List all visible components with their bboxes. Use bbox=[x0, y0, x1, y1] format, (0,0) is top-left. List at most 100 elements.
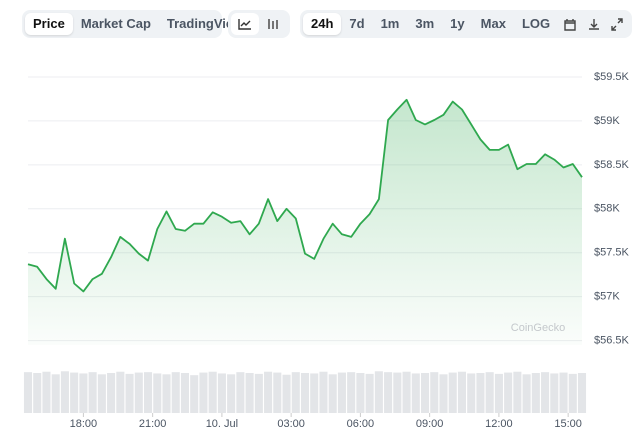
volume-bar bbox=[384, 372, 393, 413]
volume-bar bbox=[319, 371, 328, 413]
volume-bar bbox=[393, 372, 402, 413]
view-tabs: Price Market Cap TradingView bbox=[22, 10, 243, 38]
tab-button[interactable]: 1y bbox=[450, 16, 465, 31]
x-tick-label: 06:00 bbox=[347, 418, 375, 430]
range-tabs: 24h 7d 1m 3m 1y Max LOG bbox=[300, 10, 632, 38]
volume-bar bbox=[217, 373, 226, 413]
volume-bar bbox=[190, 375, 199, 413]
volume-bar bbox=[522, 374, 531, 413]
volume-bar bbox=[208, 371, 217, 413]
volume-bar bbox=[513, 371, 522, 413]
x-tick-label: 21:00 bbox=[139, 418, 167, 430]
volume-bar bbox=[439, 374, 448, 413]
x-tick-label: 03:00 bbox=[277, 418, 305, 430]
calendar-button[interactable] bbox=[558, 13, 582, 35]
x-tick-label: 12:00 bbox=[485, 418, 513, 430]
watermark: CoinGecko bbox=[511, 322, 565, 334]
volume-bar bbox=[134, 372, 143, 413]
volume-bar bbox=[51, 374, 60, 413]
volume-bar bbox=[79, 373, 88, 413]
volume-bar bbox=[430, 372, 439, 413]
tab-button[interactable]: Max bbox=[480, 16, 506, 31]
volume-bar bbox=[568, 373, 577, 413]
volume-bar bbox=[402, 371, 411, 413]
volume-bar bbox=[448, 372, 457, 413]
volume-bar bbox=[291, 372, 300, 413]
volume-bar bbox=[143, 372, 153, 413]
volume-bar bbox=[310, 373, 319, 413]
volume-bar bbox=[236, 372, 245, 413]
volume-bar bbox=[476, 373, 485, 413]
line-icon bbox=[238, 19, 251, 30]
y-tick-label: $57.5K bbox=[594, 247, 630, 259]
volume-bar bbox=[300, 373, 310, 413]
volume-bar bbox=[356, 373, 365, 413]
volume-bar bbox=[504, 372, 513, 413]
volume-bar bbox=[70, 372, 79, 413]
volume-bar bbox=[23, 372, 33, 413]
volume-bar bbox=[153, 373, 162, 413]
x-tick-label: 15:00 bbox=[554, 418, 582, 430]
x-tick-label: 10. Jul bbox=[206, 418, 238, 430]
volume-bar bbox=[180, 373, 190, 413]
volume-bar bbox=[328, 374, 337, 413]
candle-icon bbox=[268, 19, 278, 29]
volume-bar bbox=[559, 372, 568, 413]
volume-bar bbox=[411, 373, 420, 413]
icon bbox=[564, 18, 576, 31]
volume-bar bbox=[264, 371, 273, 413]
price-line bbox=[27, 98, 583, 293]
icon bbox=[611, 17, 623, 31]
y-tick-label: $58K bbox=[594, 203, 620, 215]
volume-bar bbox=[162, 374, 171, 413]
volume-bar bbox=[541, 372, 550, 413]
volume-bar bbox=[494, 373, 503, 413]
chart-type-tabs bbox=[228, 10, 290, 38]
volume-bar bbox=[245, 373, 254, 413]
tab-button[interactable]: TradingView bbox=[166, 16, 244, 31]
y-tick-label: $59.5K bbox=[594, 71, 630, 83]
x-tick-label: 18:00 bbox=[70, 418, 98, 430]
tab-button[interactable]: LOG bbox=[521, 16, 551, 31]
line-chart-button[interactable] bbox=[231, 13, 259, 35]
volume-bar bbox=[550, 373, 559, 413]
y-tick-label: $56.5K bbox=[594, 335, 630, 347]
volume-bar bbox=[42, 371, 51, 413]
tab-button[interactable]: Price bbox=[25, 13, 73, 35]
candle-chart-button[interactable] bbox=[259, 13, 287, 35]
volume-bar bbox=[337, 372, 346, 413]
volume-bar bbox=[171, 372, 180, 413]
tab-button[interactable]: Market Cap bbox=[80, 16, 151, 31]
fullscreen-button[interactable] bbox=[605, 13, 629, 35]
volume-bar bbox=[365, 373, 374, 413]
download-button[interactable] bbox=[582, 13, 606, 35]
volume-bar bbox=[125, 373, 134, 413]
volume-bar bbox=[199, 372, 208, 413]
y-tick-label: $57K bbox=[594, 291, 620, 303]
volume-bar bbox=[273, 372, 282, 413]
volume-bar bbox=[227, 374, 236, 413]
tab-button[interactable]: 1m bbox=[380, 16, 400, 31]
tab-button[interactable]: 7d bbox=[349, 16, 365, 31]
volume-bar bbox=[33, 373, 42, 413]
y-tick-label: $59K bbox=[594, 115, 620, 127]
volume-bar bbox=[282, 374, 291, 413]
volume-bar bbox=[116, 371, 125, 413]
volume-bar bbox=[577, 373, 587, 413]
volume-bar bbox=[254, 373, 263, 413]
price-area bbox=[28, 99, 582, 345]
volume-bar bbox=[374, 371, 383, 413]
volume-bar bbox=[485, 372, 494, 413]
tab-button[interactable]: 24h bbox=[303, 13, 342, 35]
volume-bar bbox=[107, 373, 116, 413]
y-tick-label: $58.5K bbox=[594, 159, 630, 171]
volume-bar bbox=[467, 373, 476, 413]
volume-bar bbox=[88, 372, 97, 413]
tab-button[interactable]: 3m bbox=[415, 16, 435, 31]
volume-bar bbox=[347, 372, 356, 413]
volume-bar bbox=[457, 371, 467, 413]
volume-bar bbox=[97, 374, 106, 413]
volume-bar bbox=[531, 373, 540, 413]
